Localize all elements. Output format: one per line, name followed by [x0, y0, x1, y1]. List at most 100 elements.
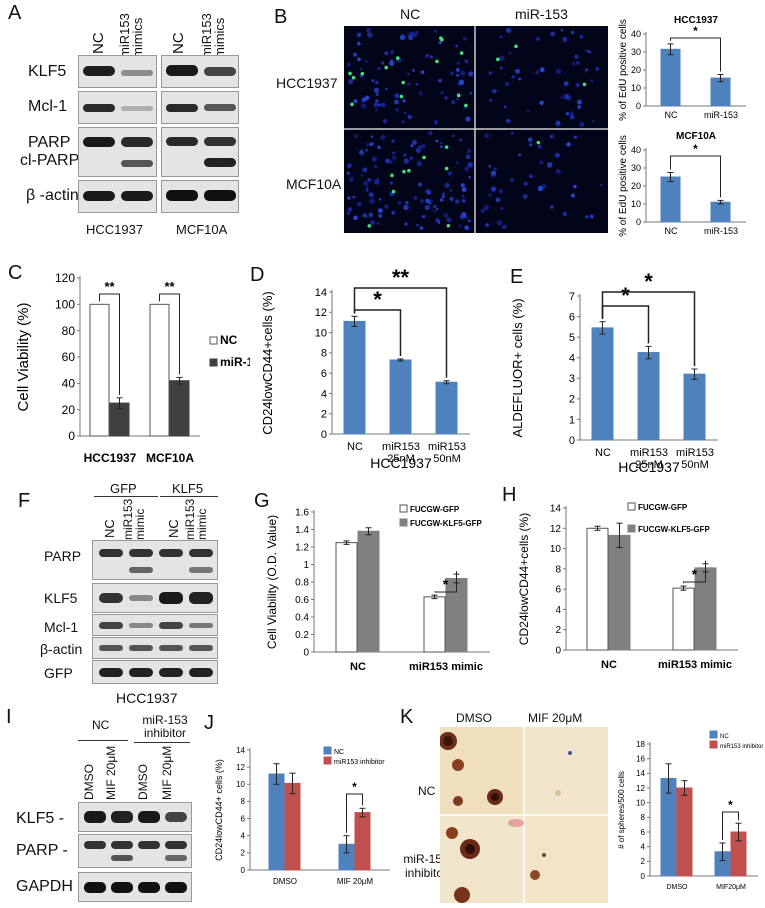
y-tick-label: 20: [631, 181, 641, 191]
x-tick-label: 50nM: [433, 453, 461, 465]
y-tick-label: 0.2: [295, 630, 309, 641]
x-tick-label: MIF 20μM: [337, 877, 374, 886]
bar: [435, 381, 458, 435]
blot-strip: [92, 614, 218, 636]
bar: [423, 596, 446, 653]
significance-bracket: [722, 811, 739, 840]
x-tick-label: 25nM: [635, 459, 663, 471]
x-tick-label: miR-153: [704, 226, 738, 236]
significance-bracket: [353, 287, 448, 378]
y-axis-label: % of EdU positive cells: [618, 19, 629, 121]
legend-label: NC: [720, 734, 729, 740]
y-tick-label: 0: [241, 866, 246, 875]
col-label: miR153 mimic: [183, 498, 209, 540]
x-tick-label: miR153: [630, 447, 668, 459]
y-tick-label: 12: [315, 307, 327, 319]
y-tick-label: 0: [321, 429, 327, 441]
legend-swatch: [627, 524, 636, 533]
x-tick-label: HCC1937: [84, 451, 137, 465]
y-axis-label: CD24lowCD44+cells (%): [260, 291, 275, 434]
bar: [169, 380, 190, 437]
y-tick-label: 16: [636, 754, 645, 763]
y-tick-label: 1: [569, 414, 575, 426]
x-axis-label: HCC1937: [370, 455, 432, 471]
col-label: DMSO: [136, 764, 150, 800]
bar: [343, 320, 366, 435]
row-label: PARP: [44, 548, 82, 564]
row-label: KLF5: [44, 590, 78, 606]
y-tick-label: 8: [641, 813, 646, 822]
y-tick-label: 40: [631, 145, 641, 155]
cell-line-label: HCC1937: [116, 690, 178, 706]
bar: [354, 812, 371, 871]
col-label: MIF 20μM: [528, 711, 583, 725]
y-tick-label: 0.6: [295, 595, 309, 606]
y-tick-label: 2: [241, 849, 246, 858]
y-tick-label: 1.2: [295, 543, 309, 554]
sphere-micrograph-grid: [440, 727, 608, 903]
blot-strip: [78, 55, 157, 88]
legend-swatch: [627, 502, 636, 511]
y-tick-label: 0: [569, 435, 575, 447]
y-tick-label: 0: [636, 217, 641, 227]
y-tick-label: 0: [641, 872, 646, 881]
bar: [89, 303, 110, 437]
y-tick-label: 10: [636, 798, 645, 807]
chart-b-hcc1937: HCC1937 0 10 20 30 40% of EdU positive cells N…: [618, 15, 746, 121]
legend-swatch: [323, 756, 332, 765]
y-tick-label: 6: [321, 368, 327, 380]
col-label: NC: [102, 519, 117, 538]
significance-label: *: [373, 287, 382, 312]
blot-strip: [92, 540, 218, 580]
row-label: β -actin: [26, 187, 79, 204]
y-axis-label: # of spheres/500 cells: [617, 771, 626, 849]
y-tick-label: 8: [555, 564, 561, 575]
y-tick-label: 1.6: [295, 508, 309, 519]
significance-label: *: [644, 269, 653, 294]
significance-label: *: [728, 798, 733, 812]
chart-k-spheres: 0 2 4 6 8 10 12 14 16 18 # of spheres/500 cells DMS…: [617, 730, 763, 891]
y-tick-label: 10: [315, 327, 327, 339]
y-tick-label: 8: [241, 797, 246, 806]
legend-label: FUCGW-KLF5-GFP: [410, 519, 482, 528]
row-label: β-actin: [40, 641, 83, 657]
y-tick-label: 4: [569, 353, 575, 365]
col-label: MIF 20μM: [160, 745, 174, 800]
legend-label: FUCGW-GFP: [638, 503, 688, 512]
significance-bracket: [99, 293, 120, 395]
legend-label: miR153 inhibitor: [334, 759, 385, 766]
x-tick-label: 25nM: [387, 453, 415, 465]
significance-bracket: [601, 291, 696, 367]
legend-swatch: [399, 504, 408, 513]
y-axis-label: ALDEFLUOR+ cells (%): [510, 298, 525, 437]
bar: [389, 359, 412, 435]
panel-letter-j: J: [204, 712, 214, 734]
x-tick-label: miR153: [676, 447, 714, 459]
y-tick-label: 10: [550, 544, 562, 555]
row-label: MCF10A: [286, 176, 342, 192]
legend-label: NC: [220, 333, 238, 347]
y-tick-label: 4: [321, 388, 327, 400]
col-label: NC: [166, 519, 181, 538]
group-label: GFP: [110, 481, 137, 496]
bar: [357, 530, 380, 653]
blot-strip: [78, 180, 157, 213]
col-label: MIF 20μM: [104, 745, 118, 800]
y-tick-label: 1: [303, 560, 309, 571]
bar: [268, 773, 285, 871]
x-tick-label: NC: [595, 447, 611, 459]
y-tick-label: 120: [55, 271, 75, 285]
y-tick-label: 0: [636, 101, 641, 111]
chart-g-cell-viability: 0 0.2 0.4 0.6 0.8 1 1.2 1.4 1.6 Cell Viability (O…: [265, 504, 490, 673]
panel-letter-c: C: [8, 262, 23, 284]
chart-title: MCF10A: [676, 131, 716, 142]
row-label: KLF5 -: [16, 810, 65, 827]
panel-letter-a: A: [8, 2, 22, 24]
bar: [683, 373, 706, 441]
x-tick-label: NC: [601, 659, 617, 671]
y-tick-label: 60: [62, 350, 76, 364]
x-axis-label: HCC1937: [618, 459, 680, 475]
y-tick-label: 40: [631, 29, 641, 39]
y-tick-label: 6: [641, 828, 646, 837]
cell-line-label: MCF10A: [176, 222, 228, 237]
